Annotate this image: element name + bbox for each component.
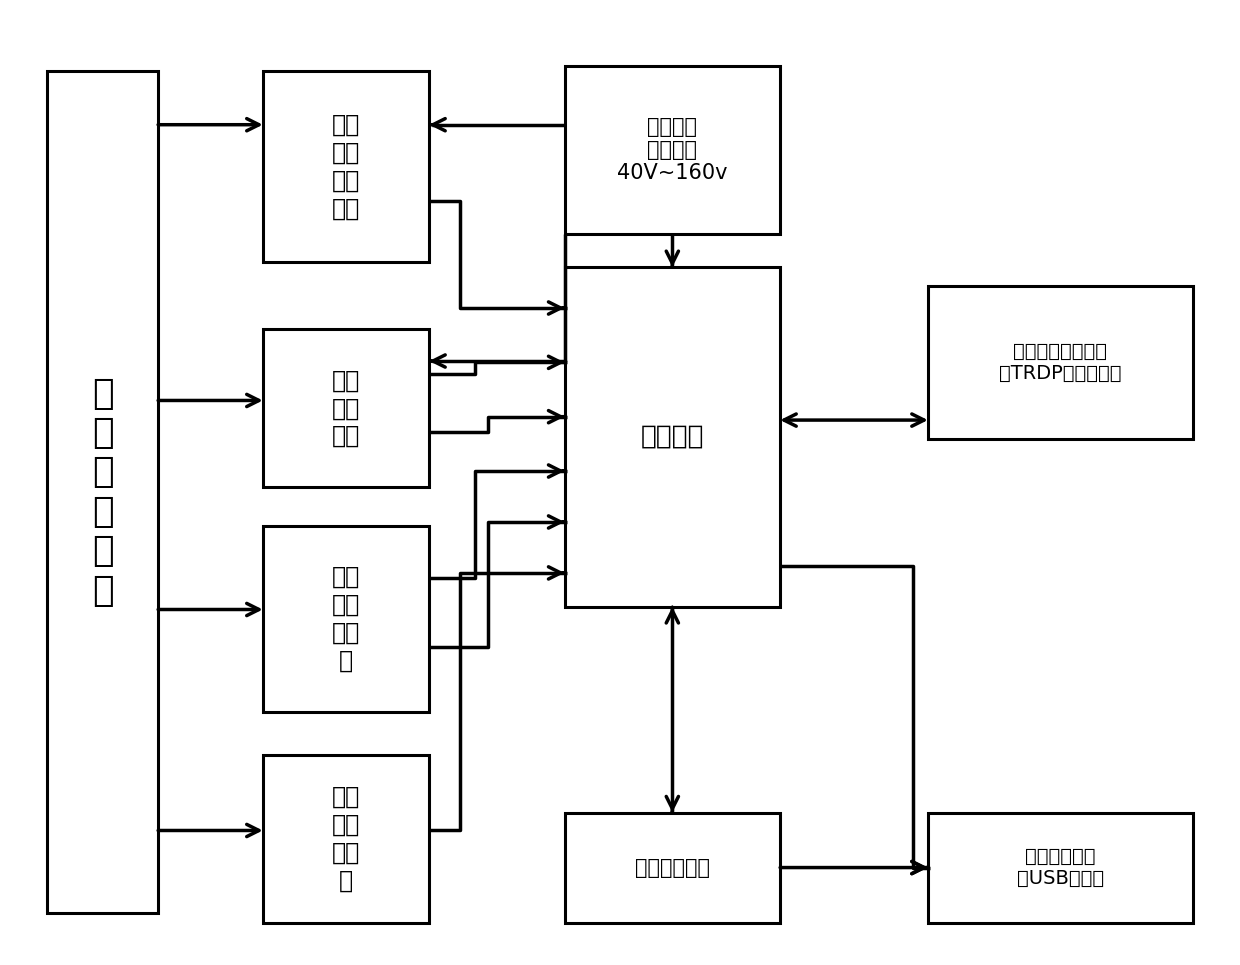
Text: 数据存储单元: 数据存储单元 [635,858,709,877]
Text: 双冗余以太网（支
持TRDP）通讯单元: 双冗余以太网（支 持TRDP）通讯单元 [999,343,1121,383]
Bar [263,329,429,487]
Bar [564,267,780,607]
Bar [263,526,429,712]
Bar [564,813,780,923]
Text: 总电
压采
集单
元: 总电 压采 集单 元 [332,786,360,893]
Text: 温度
采集
单元: 温度 采集 单元 [332,369,360,448]
Text: 高压隔离
电源模块
40V~160v: 高压隔离 电源模块 40V~160v [618,117,728,183]
Bar [564,67,780,234]
Bar [47,71,159,913]
Bar [928,287,1193,439]
Text: 系统维护单元
（USB接口）: 系统维护单元 （USB接口） [1017,847,1104,888]
Text: 总电
流采
集单
元: 总电 流采 集单 元 [332,565,360,673]
Bar [263,71,429,262]
Text: 单体
电压
采集
单元: 单体 电压 采集 单元 [332,113,360,220]
Text: 镉
镍
蓄
电
池
组: 镉 镍 蓄 电 池 组 [92,376,114,608]
Text: 微处理器: 微处理器 [641,424,704,450]
Bar [263,756,429,923]
Bar [928,813,1193,923]
